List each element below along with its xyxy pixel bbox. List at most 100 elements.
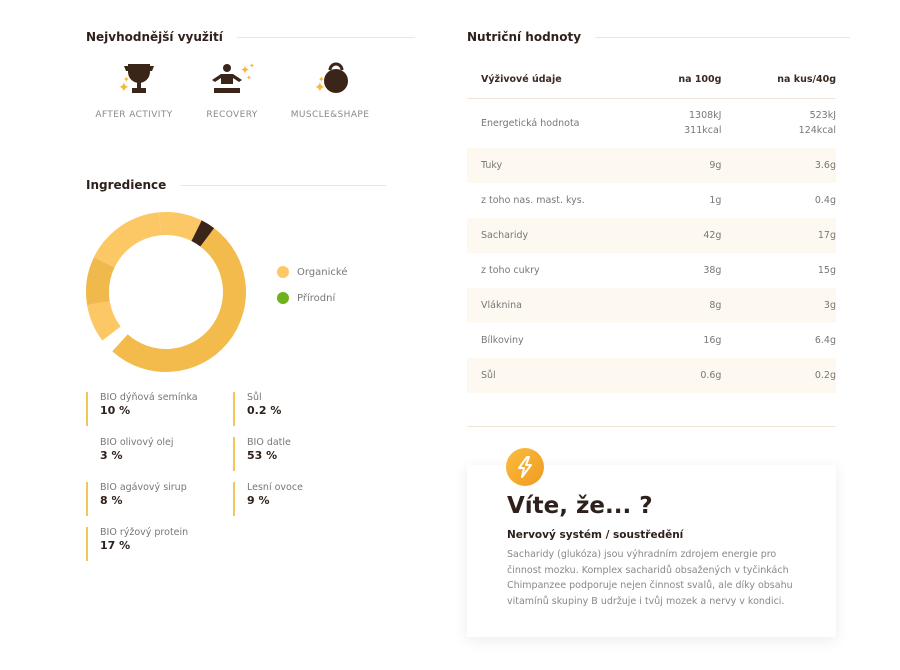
value-kcal: 124kcal: [798, 125, 836, 137]
value-100g: 38g: [703, 265, 722, 276]
usage-title: Nejvhodnější využití: [86, 30, 223, 44]
value-100g: 9g: [657, 148, 722, 183]
legend-label: Organické: [297, 266, 348, 278]
value-kj: 1308kJ: [688, 110, 722, 122]
nutrient-name: Sůl: [467, 358, 658, 393]
table-row: Energetická hodnota 1308kJ 311kcal 523kJ 124…: [467, 98, 836, 148]
ingredient-name: BIO olivový olej: [100, 437, 174, 448]
table-row: Tuky 9g 3.6g: [467, 148, 836, 183]
nutrient-name: Sacharidy: [467, 218, 658, 253]
ingredient-percent: 3 %: [100, 449, 123, 462]
usage-heading: Nejvhodnější využití: [86, 30, 415, 44]
donut-slice: [191, 220, 215, 247]
table-header: Výživové údaje na 100g na kus/40g: [467, 62, 836, 99]
svg-text:✦: ✦: [118, 80, 130, 96]
column-header: na kus/40g: [721, 62, 836, 99]
table-row: Vláknina 8g 3g: [467, 288, 836, 323]
nutrition-title: Nutriční hodnoty: [467, 30, 582, 44]
ingredient-percent: 53 %: [247, 449, 278, 462]
ingredients-title: Ingredience: [86, 178, 167, 192]
table-row: z toho cukry 38g 15g: [467, 253, 836, 288]
usage-muscle-shape: ✦ ✦ MUSCLE&SHAPE: [280, 60, 380, 120]
ingredient-percent: 9 %: [247, 494, 270, 507]
divider: [467, 426, 836, 427]
ingredient-name: BIO dýňová semínka: [100, 392, 198, 403]
meditation-icon: ✦✦✦: [212, 62, 255, 93]
svg-text:✦: ✦: [123, 75, 130, 84]
value-piece: 523kJ 124kcal: [721, 98, 836, 148]
value-100g: 0.6g: [657, 358, 722, 393]
usage-label: RECOVERY: [206, 110, 258, 120]
ingredient-name: BIO agávový sirup: [100, 482, 187, 493]
nutrient-name: Tuky: [467, 148, 658, 183]
ingredient-item: Lesní ovoce 9 %: [233, 482, 303, 516]
column-header: Výživové údaje: [467, 62, 658, 99]
ingredient-percent: 0.2 %: [247, 404, 282, 417]
svg-text:✦: ✦: [249, 62, 255, 70]
table-row: Sůl 0.6g 0.2g: [467, 358, 836, 393]
donut-slice: [159, 212, 202, 241]
ingredient-percent: 8 %: [100, 494, 123, 507]
column-header: na 100g: [657, 62, 722, 99]
donut-slice: [87, 301, 121, 341]
legend-swatch: [277, 266, 289, 278]
ingredient-item: BIO dýňová semínka 10 %: [86, 392, 198, 426]
table-row: Sacharidy 42g 17g: [467, 218, 836, 253]
nutrient-name: Vláknina: [467, 288, 658, 323]
usage-label: AFTER ACTIVITY: [95, 110, 173, 120]
value-kj: 523kJ: [809, 110, 836, 122]
value-piece: 3g: [721, 288, 836, 323]
ingredients-heading: Ingredience: [86, 178, 387, 192]
svg-text:✦: ✦: [314, 80, 326, 96]
ingredient-name: Lesní ovoce: [247, 482, 303, 493]
nutrient-name: Energetická hodnota: [481, 117, 580, 129]
donut-slice: [93, 212, 162, 268]
trophy-icon: ✦✦: [118, 64, 154, 96]
nutrient-name: Bílkoviny: [481, 335, 524, 346]
usage-recovery: ✦ ✦ ✦ RECOVERY: [182, 60, 282, 120]
ingredient-item: BIO datle 53 %: [233, 437, 291, 471]
svg-text:✦: ✦: [246, 74, 252, 82]
lightning-icon: [506, 448, 544, 486]
ingredient-item: BIO olivový olej 3 %: [86, 437, 174, 471]
value-100g: 1g: [709, 195, 722, 206]
divider: [180, 184, 387, 186]
legend-natural: Přírodní: [277, 292, 335, 304]
legend-label: Přírodní: [297, 292, 336, 304]
kettlebell-icon: ✦✦: [314, 62, 348, 96]
ingredient-name: BIO datle: [247, 437, 291, 448]
value-piece: 6.4g: [814, 335, 836, 346]
legend-organic: Organické: [277, 266, 347, 278]
ingredient-item: BIO agávový sirup 8 %: [86, 482, 187, 516]
svg-text:✦: ✦: [240, 63, 250, 77]
value-kcal: 311kcal: [684, 125, 722, 137]
ingredient-name: BIO rýžový protein: [100, 527, 189, 538]
divider: [595, 36, 851, 38]
value-piece: 0.4g: [814, 195, 836, 206]
fact-text: Sacharidy (glukóza) jsou výhradním zdroj…: [507, 549, 793, 607]
svg-text:✦: ✦: [318, 75, 325, 84]
usage-label: MUSCLE&SHAPE: [290, 110, 370, 120]
nutrition-heading: Nutriční hodnoty: [467, 30, 851, 44]
donut-slice: [112, 228, 246, 372]
table-row: z toho nas. mast. kys. 1g 0.4g: [467, 183, 836, 218]
donut-slice: [102, 326, 128, 352]
fact-card: Víte, že... ? Nervový systém / soustředě…: [467, 465, 836, 637]
donut-slice: [86, 257, 115, 305]
ingredients-donut-chart: [86, 212, 246, 372]
value-100g: 16g: [703, 335, 722, 346]
ingredient-name: Sůl: [247, 392, 262, 403]
ingredient-percent: 17 %: [100, 539, 131, 552]
value-100g: 42g: [657, 218, 722, 253]
value-piece: 17g: [721, 218, 836, 253]
value-100g: 8g: [657, 288, 722, 323]
value-piece: 3.6g: [721, 148, 836, 183]
fact-title: Víte, že... ?: [507, 493, 653, 519]
value-100g: 1308kJ 311kcal: [658, 98, 722, 148]
table-row: Bílkoviny 16g 6.4g: [467, 323, 836, 358]
value-piece: 0.2g: [721, 358, 836, 393]
divider: [236, 36, 415, 38]
ingredient-item: Sůl 0.2 %: [233, 392, 281, 426]
value-piece: 15g: [817, 265, 836, 276]
ingredient-item: BIO rýžový protein 17 %: [86, 527, 188, 561]
